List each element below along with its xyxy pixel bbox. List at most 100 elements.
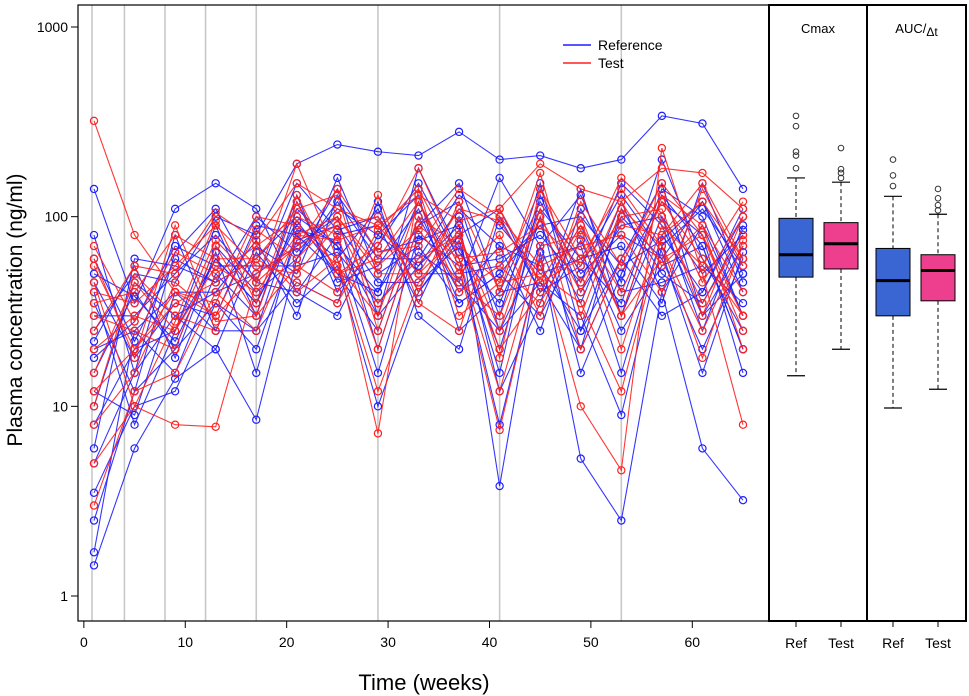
test-point <box>89 501 99 510</box>
reference-point <box>657 298 667 308</box>
test-point <box>333 236 342 245</box>
test-point <box>333 298 342 308</box>
test-point <box>373 429 383 438</box>
test-point <box>576 230 585 240</box>
iqr-box <box>875 247 911 317</box>
reference-point <box>89 516 99 525</box>
x-tick-label: 10 <box>177 634 193 650</box>
outlier-point <box>934 201 942 209</box>
test-subject-line <box>93 187 744 374</box>
test-point <box>738 326 748 336</box>
test-point <box>373 254 383 263</box>
reference-point <box>698 241 707 251</box>
test-point <box>373 345 383 354</box>
test-point <box>576 212 585 221</box>
test-point <box>495 353 504 363</box>
reference-point <box>252 247 261 257</box>
test-point <box>454 216 464 226</box>
reference-point <box>576 368 585 378</box>
reference-point <box>535 326 545 336</box>
test-point <box>617 230 626 240</box>
test-point <box>414 254 423 263</box>
reference-point <box>576 454 585 463</box>
test-point <box>211 216 220 226</box>
test-point <box>738 212 748 221</box>
reference-point <box>576 326 585 336</box>
test-point <box>130 287 139 297</box>
reference-point <box>576 236 585 245</box>
test-point <box>89 326 99 336</box>
reference-subject-line <box>93 182 744 425</box>
test-point <box>252 269 261 278</box>
test-point <box>373 190 383 200</box>
reference-point <box>89 184 99 194</box>
test-point <box>170 221 180 230</box>
test-point <box>495 311 504 321</box>
test-point <box>454 269 464 278</box>
test-point <box>130 298 139 308</box>
outlier-point <box>837 144 845 152</box>
test-point <box>292 190 302 200</box>
test-point <box>738 420 748 429</box>
reference-point <box>373 368 383 378</box>
test-point <box>535 241 545 251</box>
box-panel-title: AUC/Δt <box>895 21 938 39</box>
reference-subject-line <box>93 207 744 449</box>
reference-point <box>495 155 504 164</box>
reference-point <box>698 212 707 221</box>
test-point <box>89 311 99 321</box>
box-panel-title-subscript: Δt <box>926 25 938 39</box>
test-point <box>535 269 545 278</box>
test-point <box>738 287 748 297</box>
reference-point <box>414 311 423 321</box>
test-point <box>657 204 667 214</box>
test-point <box>454 278 464 287</box>
reference-point <box>657 247 667 257</box>
test-point <box>130 402 139 411</box>
test-point <box>657 212 667 221</box>
reference-point <box>333 140 342 149</box>
reference-point <box>414 247 423 257</box>
reference-point <box>170 374 180 383</box>
test-point <box>738 311 748 321</box>
test-subject-line <box>93 171 744 333</box>
test-point <box>211 278 220 287</box>
test-point <box>292 269 302 278</box>
test-point <box>454 287 464 297</box>
iqr-box <box>778 217 814 278</box>
reference-point <box>414 151 423 160</box>
test-point <box>333 221 342 230</box>
test-point <box>495 230 504 240</box>
reference-point <box>333 311 342 321</box>
outlier-point <box>889 172 897 179</box>
test-point <box>252 254 261 263</box>
box-panel-frame <box>866 4 967 622</box>
test-point <box>130 269 139 278</box>
test-point <box>170 287 180 297</box>
x-tick-label: 40 <box>482 634 498 650</box>
reference-point <box>170 387 180 396</box>
box-test <box>920 185 956 390</box>
x-tick-label: 20 <box>279 634 295 650</box>
legend-label-reference: Reference <box>598 37 663 53</box>
test-point <box>535 184 545 194</box>
test-point <box>576 311 585 321</box>
reference-point <box>576 164 585 173</box>
x-tick-label: 50 <box>583 634 599 650</box>
box-test <box>823 144 859 350</box>
test-point <box>495 247 504 257</box>
reference-point <box>617 516 626 525</box>
reference-point <box>535 151 545 160</box>
reference-point <box>252 345 261 354</box>
reference-point <box>89 488 99 498</box>
test-point <box>292 230 302 240</box>
test-point <box>252 212 261 221</box>
test-point <box>617 345 626 354</box>
reference-point <box>292 298 302 308</box>
test-point <box>170 278 180 287</box>
test-point <box>211 208 220 217</box>
legend: Reference Test <box>563 37 663 71</box>
reference-point <box>738 495 748 505</box>
reference-point <box>576 190 585 200</box>
